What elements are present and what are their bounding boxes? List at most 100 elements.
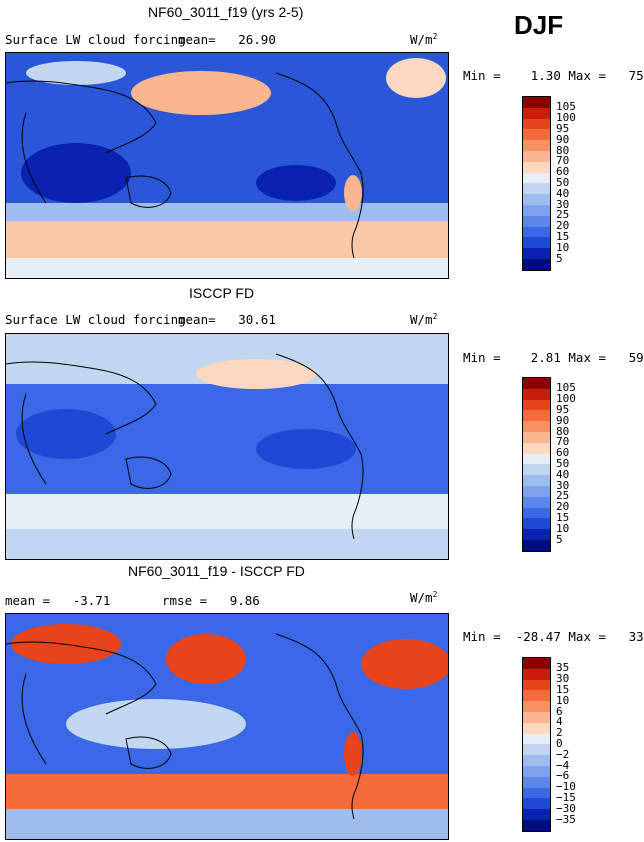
colorbar-swatch: [523, 819, 550, 831]
colorbar-tick-label: 10: [556, 693, 570, 707]
colorbar-tick-label: 80: [556, 424, 570, 438]
units-sup: 2: [432, 312, 438, 321]
colorbar-tick-label: 95: [556, 121, 570, 135]
map-cool-tropics: [66, 699, 246, 749]
panel3-title: NF60_3011_f19 - ISCCP FD: [128, 563, 305, 579]
colorbar-tick-label: 50: [556, 456, 570, 470]
colorbar-tick-label: 70: [556, 154, 570, 168]
colorbar-swatch: [523, 118, 550, 130]
colorbar-tick-label: −30: [556, 801, 576, 815]
colorbar-swatch: [523, 204, 550, 216]
colorbar-tick-label: 2: [556, 726, 563, 740]
panel2-map-svg: [6, 334, 448, 559]
colorbar-tick-label: 40: [556, 467, 570, 481]
colorbar-swatch: [523, 475, 550, 486]
map-band-south: [6, 494, 448, 529]
panel3-rmse-value: 9.86: [229, 593, 260, 608]
panel3-mean-value: -3.71: [72, 593, 111, 608]
panel2-title: ISCCP FD: [189, 285, 255, 301]
units-text: W/m: [410, 312, 433, 328]
colorbar-swatch: [523, 711, 550, 723]
colorbar-tick-label: 35: [556, 661, 570, 675]
colorbar-swatch: [523, 539, 550, 551]
panel1-max-value: 75.81: [628, 68, 644, 83]
map-warm-npacific: [196, 359, 316, 389]
map-band-antarctic: [6, 258, 448, 278]
colorbar-swatch: [523, 787, 550, 799]
colorbar-swatch: [523, 183, 550, 195]
panel1-max-label: Max =: [568, 68, 607, 83]
colorbar-swatch: [523, 161, 550, 173]
colorbar-tick-label: 6: [556, 704, 563, 718]
panel3-map: [5, 613, 449, 840]
map-band-antarctic: [6, 809, 448, 839]
colorbar-swatch: [523, 744, 550, 756]
map-dry-indian: [16, 409, 116, 459]
colorbar-swatch: [523, 388, 550, 400]
season-label: DJF: [514, 10, 564, 40]
panel1-min-value: 1.30: [530, 68, 561, 83]
colorbar-tick-label: 80: [556, 143, 570, 157]
coastline-eurasia-africa: [6, 641, 157, 765]
panel3-units: W/m2: [410, 590, 437, 605]
colorbar-swatch: [523, 733, 550, 745]
colorbar-swatch: [523, 215, 550, 227]
colorbar-tick-label: 60: [556, 165, 570, 179]
units-text: W/m: [410, 32, 433, 48]
colorbar-swatch: [523, 431, 550, 443]
colorbar-swatch: [523, 529, 550, 540]
colorbar-tick-label: −4: [556, 758, 570, 772]
panel3-rmse-label: rmse =: [162, 593, 208, 608]
colorbar-tick-label: 100: [556, 111, 576, 125]
panel2-mean-value: 30.61: [238, 312, 276, 327]
map-warm-eurasia: [26, 61, 126, 85]
panel1-min-label: Min =: [463, 68, 501, 83]
map-warm-npacific: [131, 71, 271, 115]
colorbar-tick-label: 4: [556, 715, 563, 729]
map-warm-andes: [344, 732, 362, 776]
colorbar-swatch: [523, 507, 550, 519]
coastline-australia: [125, 175, 172, 208]
panel3-minmax: Min = -28.47 Max = 33.67: [463, 629, 644, 644]
coastline-americas: [275, 72, 364, 259]
colorbar-swatch: [523, 172, 550, 184]
colorbar-swatch: [523, 140, 550, 151]
colorbar-swatch: [523, 150, 550, 162]
panel1-mean-value: 26.90: [238, 32, 276, 47]
coastline-australia: [125, 456, 172, 489]
panel2-colorbar: [522, 377, 551, 552]
colorbar-tick-label: −35: [556, 812, 576, 826]
colorbar-swatch: [523, 421, 550, 432]
units-text: W/m: [410, 590, 433, 606]
map-dry-indian: [21, 143, 131, 203]
colorbar-swatch: [523, 194, 550, 205]
colorbar-tick-label: 25: [556, 208, 570, 222]
colorbar-tick-label: −10: [556, 780, 576, 794]
colorbar-tick-label: 30: [556, 197, 570, 211]
colorbar-swatch: [523, 755, 550, 766]
colorbar-tick-label: 50: [556, 175, 570, 189]
colorbar-swatch: [523, 776, 550, 788]
panel2-variable: Surface LW cloud forcing: [5, 312, 186, 327]
map-dry-epacific: [256, 429, 356, 469]
map-warm-andes: [344, 175, 362, 211]
panel2-mean-label: mean=: [178, 312, 216, 327]
coastline-australia: [125, 736, 172, 769]
colorbar-tick-label: 40: [556, 186, 570, 200]
colorbar-tick-label: 30: [556, 478, 570, 492]
colorbar-swatch: [523, 668, 550, 680]
coastline-eurasia-africa: [6, 80, 157, 204]
colorbar-swatch: [523, 378, 550, 389]
panel3-min-value: -28.47: [515, 629, 561, 644]
colorbar-tick-label: 95: [556, 402, 570, 416]
units-sup: 2: [432, 32, 438, 41]
colorbar-tick-label: 10: [556, 521, 570, 535]
colorbar-tick-label: 20: [556, 219, 570, 233]
map-dry-epacific: [256, 165, 336, 201]
colorbar-tick-label: 60: [556, 446, 570, 460]
colorbar-swatch: [523, 658, 550, 669]
colorbar-swatch: [523, 410, 550, 422]
colorbar-tick-label: 5: [556, 532, 563, 546]
colorbar-tick-label: 90: [556, 413, 570, 427]
panel1-map-svg: [6, 53, 448, 278]
